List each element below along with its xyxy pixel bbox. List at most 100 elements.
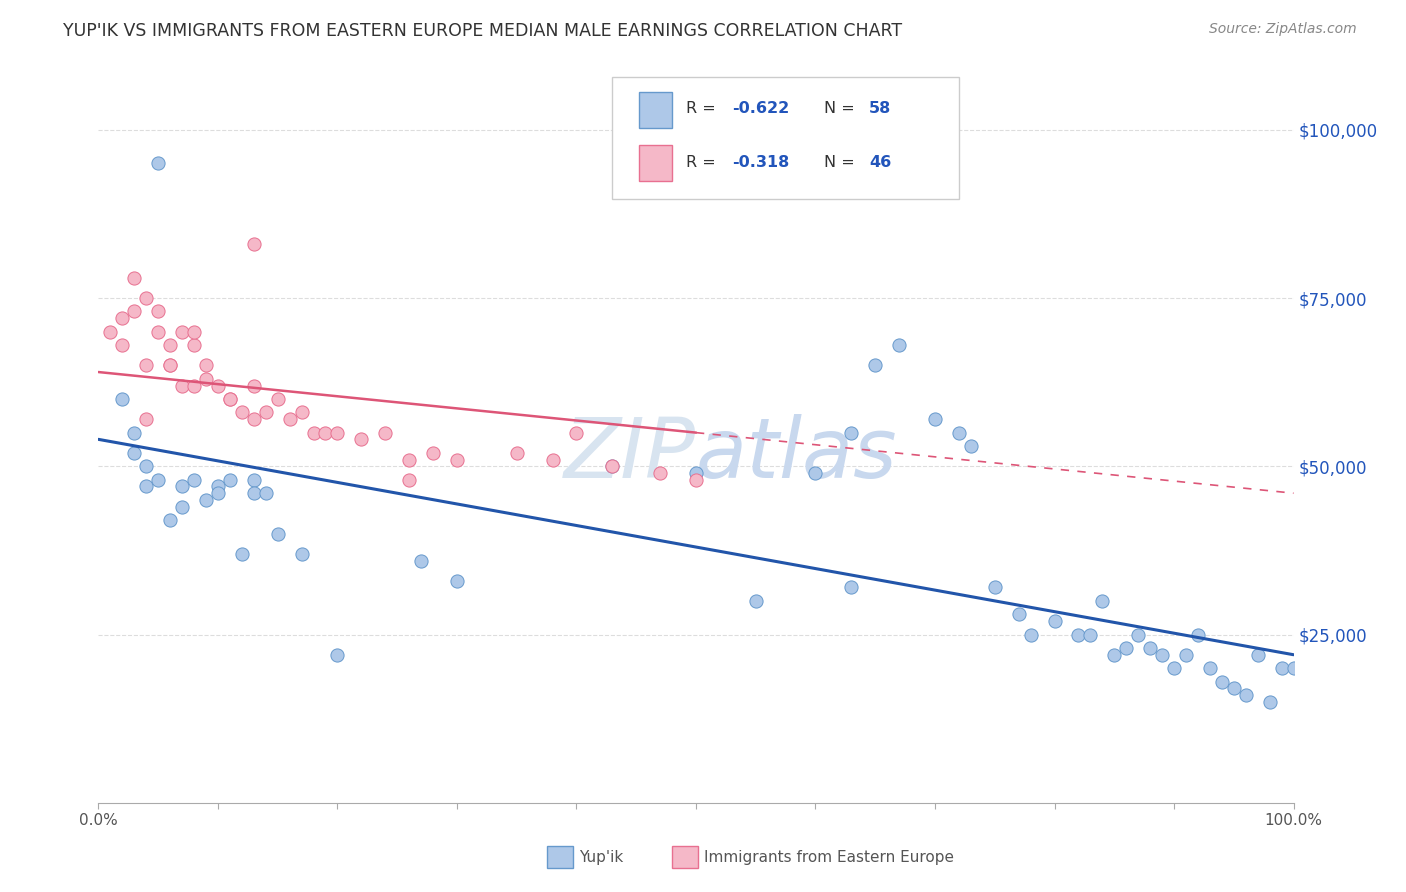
Point <box>1163 661 1185 675</box>
Point <box>1091 594 1114 608</box>
Point <box>243 486 266 500</box>
Point <box>374 425 396 440</box>
Point <box>135 291 157 305</box>
Point <box>1008 607 1031 622</box>
Point <box>1258 695 1281 709</box>
Point <box>159 338 181 352</box>
Point <box>1128 627 1150 641</box>
Point <box>1139 640 1161 655</box>
Text: R =: R = <box>686 155 721 170</box>
Point <box>841 581 863 595</box>
Point <box>183 338 205 352</box>
Point <box>183 378 205 392</box>
Point <box>411 553 433 567</box>
Point <box>159 359 181 373</box>
Bar <box>638 92 672 128</box>
Point <box>350 433 373 447</box>
Point <box>1282 661 1305 675</box>
Text: Source: ZipAtlas.com: Source: ZipAtlas.com <box>1209 22 1357 37</box>
Text: atlas: atlas <box>696 414 897 495</box>
Point <box>135 459 157 474</box>
Point <box>148 156 170 170</box>
Point <box>267 392 290 406</box>
Point <box>254 486 277 500</box>
Point <box>207 378 229 392</box>
Point <box>135 412 157 426</box>
Point <box>243 378 266 392</box>
Point <box>506 446 529 460</box>
Point <box>745 594 768 608</box>
Point <box>565 425 588 440</box>
Point <box>172 378 194 392</box>
Point <box>172 325 194 339</box>
Point <box>111 338 134 352</box>
Text: -0.318: -0.318 <box>733 155 789 170</box>
FancyBboxPatch shape <box>613 78 959 200</box>
Point <box>602 459 624 474</box>
Text: N =: N = <box>824 155 859 170</box>
Text: Immigrants from Eastern Europe: Immigrants from Eastern Europe <box>704 850 955 865</box>
Point <box>207 486 229 500</box>
Point <box>148 473 170 487</box>
Point <box>1187 627 1209 641</box>
Point <box>243 412 266 426</box>
Point <box>1234 688 1257 702</box>
Point <box>1152 648 1174 662</box>
Point <box>267 526 290 541</box>
Point <box>219 392 242 406</box>
Point <box>446 452 468 467</box>
Point <box>1175 648 1198 662</box>
Point <box>1199 661 1222 675</box>
Point <box>254 405 277 419</box>
Text: 58: 58 <box>869 101 891 116</box>
Point <box>602 459 624 474</box>
Point <box>172 479 194 493</box>
Point <box>685 466 707 480</box>
Point <box>124 270 146 285</box>
Text: Yup'ik: Yup'ik <box>579 850 623 865</box>
Point <box>1271 661 1294 675</box>
Point <box>1043 614 1066 628</box>
Point <box>98 325 122 339</box>
Point <box>219 392 242 406</box>
Point <box>195 372 218 386</box>
Text: 46: 46 <box>869 155 891 170</box>
Point <box>1080 627 1102 641</box>
Point <box>195 359 218 373</box>
Text: N =: N = <box>824 101 859 116</box>
Point <box>148 325 170 339</box>
Bar <box>638 145 672 181</box>
Point <box>207 479 229 493</box>
Point <box>326 648 349 662</box>
Point <box>446 574 468 588</box>
Bar <box>672 846 699 868</box>
Text: -0.622: -0.622 <box>733 101 789 116</box>
Point <box>291 405 314 419</box>
Point <box>124 304 146 318</box>
Point <box>948 425 970 440</box>
Point <box>243 237 266 252</box>
Point <box>315 425 337 440</box>
Text: R =: R = <box>686 101 721 116</box>
Point <box>135 359 157 373</box>
Point <box>1104 648 1126 662</box>
Point <box>148 304 170 318</box>
Point <box>422 446 444 460</box>
Point <box>111 311 134 326</box>
Point <box>841 425 863 440</box>
Point <box>183 325 205 339</box>
Point <box>231 547 253 561</box>
Point <box>865 359 887 373</box>
Point <box>326 425 349 440</box>
Point <box>172 500 194 514</box>
Point <box>889 338 911 352</box>
Point <box>1115 640 1137 655</box>
Point <box>648 466 672 480</box>
Point <box>1067 627 1090 641</box>
Point <box>398 473 420 487</box>
Point <box>302 425 325 440</box>
Point <box>1223 681 1246 696</box>
Point <box>159 359 181 373</box>
Point <box>1247 648 1270 662</box>
Point <box>159 513 181 527</box>
